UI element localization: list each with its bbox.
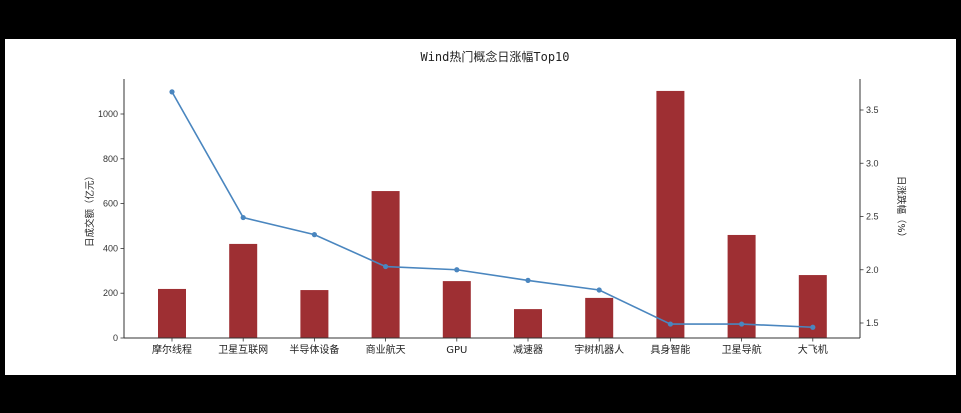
bar [229,243,258,338]
bar [514,309,542,338]
chart-title: Wind热门概念日涨幅Top10 [420,49,569,64]
left-tick-label: 400 [103,243,118,253]
x-tick-label: 卫星导航 [722,343,762,356]
line-point [810,324,816,330]
x-tick-label: 半导体设备 [289,343,339,356]
line-point [383,263,389,270]
bar [158,288,186,338]
right-tick-label: 2.0 [866,265,879,275]
line-series [169,89,816,330]
bar [727,234,756,338]
left-tick-label: 600 [103,199,118,209]
line-point [311,232,317,238]
left-tick-label: 1000 [98,109,118,119]
right-axis-label: 日涨跌幅（%） [895,176,907,242]
bar [585,297,614,338]
left-tick-label: 800 [103,154,118,164]
left-axis-label: 日成交额（亿元） [84,171,96,247]
bar-series [158,90,827,338]
x-tick-label: 大飞机 [798,343,828,356]
x-tick-label: 商业航天 [366,343,406,356]
x-tick-label: 具身智能 [650,343,690,356]
chart-canvas: Wind热门概念日涨幅Top10 摩尔线程 卫星互联网 半导体设备 商业航天 GPU 减速… [5,39,956,375]
left-tick-label: 0 [113,333,118,343]
x-tick-label: 减速器 [513,344,543,356]
line-point [596,287,602,293]
bar [300,290,329,338]
bar [442,281,471,338]
line-point [739,321,745,327]
combo-chart: Wind热门概念日涨幅Top10 摩尔线程 卫星互联网 半导体设备 商业航天 GPU 减速… [84,49,907,356]
line-point [525,277,531,283]
line-point [169,89,175,95]
right-tick-label: 2.5 [866,212,879,222]
x-tick-label: GPU [446,345,467,356]
left-tick-label: 200 [103,288,118,298]
bar [656,90,685,338]
line-point [667,321,674,327]
line-point [454,267,460,273]
right-tick-label: 3.0 [866,158,879,168]
x-tick-label: 宇树机器人 [574,343,624,356]
right-tick-label: 3.5 [866,105,879,115]
right-tick-label: 1.5 [866,318,879,328]
line-point [240,214,246,221]
axes: 摩尔线程 卫星互联网 半导体设备 商业航天 GPU 减速器 宇树机器人 具身智能 卫星导航 大飞机… [98,79,879,356]
x-tick-label: 摩尔线程 [152,343,192,356]
x-tick-label: 卫星互联网 [218,344,268,356]
